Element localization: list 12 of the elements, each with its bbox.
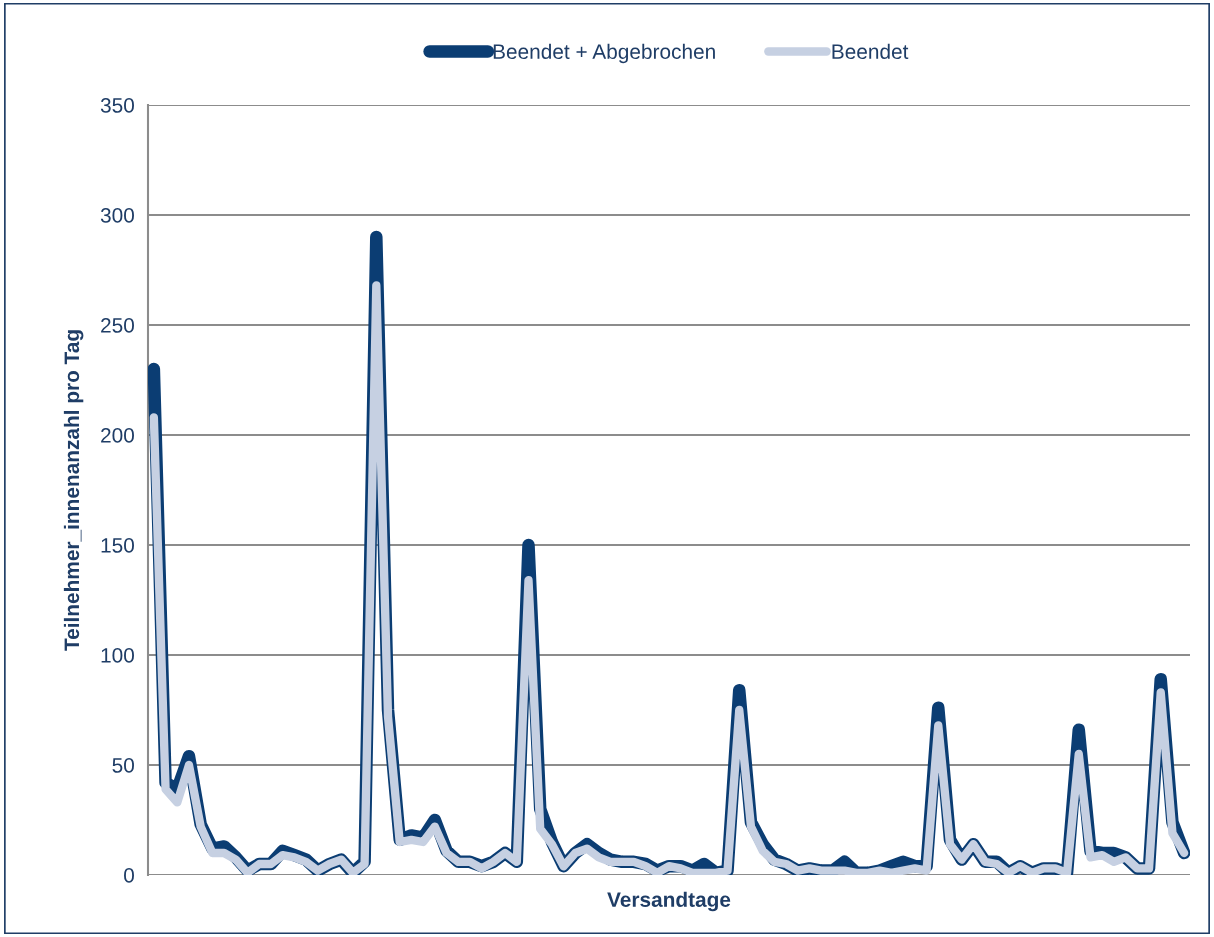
y-tick-label: 150 [101,538,134,553]
legend-label: Beendet + Abgebrochen [493,43,715,64]
y-tick-label: 300 [100,208,134,223]
y-tick-label: 200 [101,428,134,443]
legend-label: Beendet [832,43,909,60]
x-axis-title: Versandtage [607,891,731,912]
y-tick-label: 250 [101,318,134,333]
y-tick-label: 0 [124,868,134,883]
y-tick-label: 100 [101,648,134,663]
y-tick-label: 50 [112,758,134,773]
y-tick-label: 350 [100,98,134,113]
y-axis-title: Teilnehmer_innenanzahl pro Tag [63,330,84,651]
